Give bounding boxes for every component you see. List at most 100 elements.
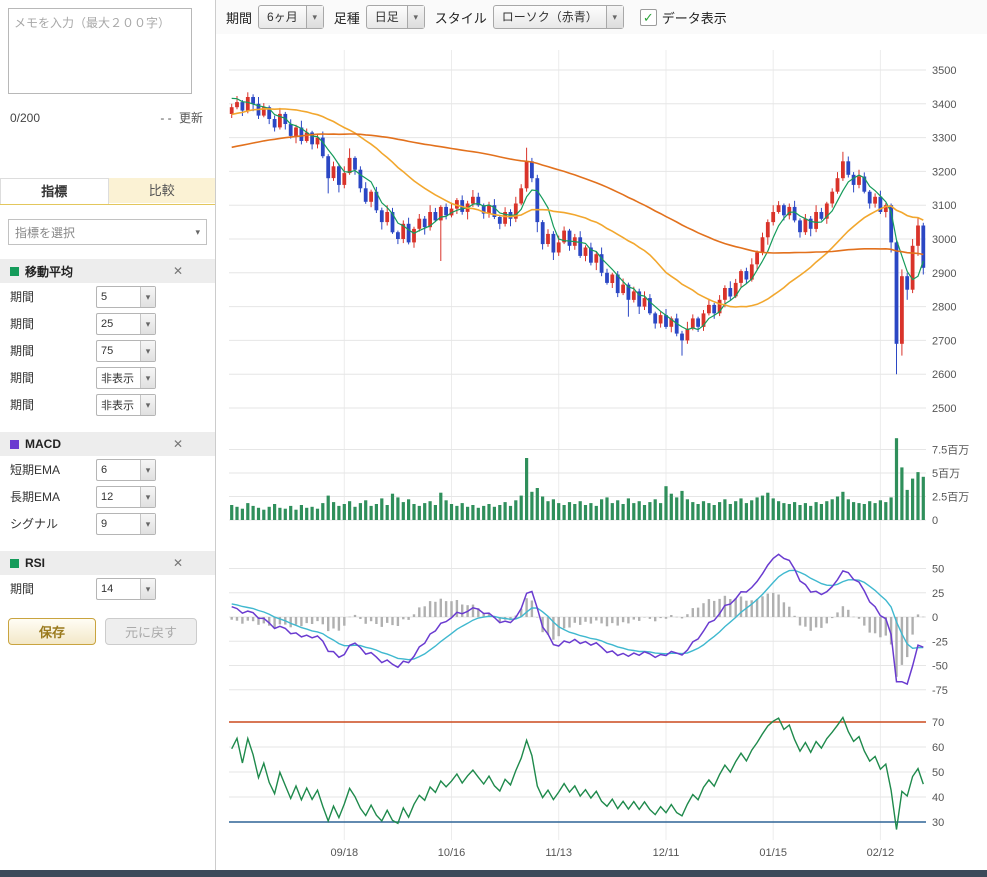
svg-text:2900: 2900: [932, 268, 956, 280]
period-label: 期間: [226, 8, 252, 27]
memo-input[interactable]: [8, 8, 192, 94]
memo-meta: 0/200 - - 更新: [0, 107, 215, 126]
ma-row-4: 期間 非表示 ▾: [0, 364, 215, 391]
ma-period-1-select[interactable]: 5 ▾: [96, 286, 156, 308]
chevron-down-icon: ▾: [140, 287, 155, 307]
svg-text:0: 0: [932, 612, 938, 624]
style-select[interactable]: ローソク（赤青） ▾: [493, 5, 624, 29]
chevron-down-icon: ▾: [195, 227, 206, 238]
svg-text:5百万: 5百万: [932, 468, 960, 480]
save-button[interactable]: 保存: [8, 618, 96, 645]
ma-period-5-select[interactable]: 非表示 ▾: [96, 394, 156, 416]
sidebar: 0/200 - - 更新 指標 比較 指標を選択 ▾ 移動平均 ✕ 期間 5 ▾…: [0, 0, 216, 870]
section-header-ma: 移動平均 ✕: [0, 259, 215, 283]
ma-row-1: 期間 5 ▾: [0, 283, 215, 310]
macd-row-3: シグナル 9 ▾: [0, 510, 215, 537]
svg-text:2500: 2500: [932, 403, 956, 415]
macd-color-chip: [10, 440, 19, 449]
chevron-down-icon: ▾: [140, 514, 155, 534]
rsi-row-1: 期間 14 ▾: [0, 575, 215, 602]
section-title: RSI: [25, 556, 173, 570]
volume-panel: [230, 438, 925, 520]
style-label: スタイル: [435, 8, 487, 27]
svg-text:70: 70: [932, 717, 944, 729]
macd-slow-select[interactable]: 12 ▾: [96, 486, 156, 508]
svg-text:10/16: 10/16: [438, 847, 466, 859]
svg-text:11/13: 11/13: [545, 847, 572, 859]
svg-text:50: 50: [932, 767, 944, 779]
svg-text:0: 0: [932, 515, 938, 527]
memo-updated: - - 更新: [160, 109, 203, 126]
chevron-down-icon: ▾: [140, 579, 155, 599]
close-icon[interactable]: ✕: [173, 264, 183, 278]
price-panel: [230, 92, 925, 374]
stock-chart-svg: 09/1810/1611/1312/1101/1502/122500260027…: [216, 34, 987, 877]
svg-text:-25: -25: [932, 636, 948, 648]
rsi-period-select[interactable]: 14 ▾: [96, 578, 156, 600]
footer-bar: [0, 870, 987, 877]
section-title: 移動平均: [25, 263, 173, 280]
close-icon[interactable]: ✕: [173, 437, 183, 451]
svg-text:3500: 3500: [932, 65, 956, 77]
interval-label: 足種: [334, 8, 360, 27]
svg-text:3000: 3000: [932, 234, 956, 246]
section-header-macd: MACD ✕: [0, 432, 215, 456]
ma-period-2-select[interactable]: 25 ▾: [96, 313, 156, 335]
data-display-checkbox[interactable]: ✓: [640, 9, 657, 26]
tab-indicators[interactable]: 指標: [0, 178, 109, 204]
svg-text:02/12: 02/12: [867, 847, 895, 859]
memo-updated-value: - -: [160, 111, 171, 125]
memo-counter: 0/200: [10, 111, 40, 125]
macd-fast-select[interactable]: 6 ▾: [96, 459, 156, 481]
reset-button[interactable]: 元に戻す: [105, 618, 197, 645]
chart-area[interactable]: 09/1810/1611/1312/1101/1502/122500260027…: [216, 34, 987, 877]
ma-row-3: 期間 75 ▾: [0, 337, 215, 364]
chevron-down-icon: ▾: [606, 6, 623, 28]
indicator-select[interactable]: 指標を選択 ▾: [8, 219, 207, 245]
sidebar-buttons: 保存 元に戻す: [0, 618, 215, 645]
chevron-down-icon: ▾: [140, 460, 155, 480]
macd-row-2: 長期EMA 12 ▾: [0, 483, 215, 510]
data-display-control: ✓ データ表示: [640, 8, 727, 27]
memo-update-button[interactable]: 更新: [179, 111, 203, 125]
chevron-down-icon: ▾: [140, 341, 155, 361]
svg-text:2700: 2700: [932, 335, 956, 347]
ma-color-chip: [10, 267, 19, 276]
macd-panel: [231, 554, 925, 684]
chevron-down-icon: ▾: [140, 487, 155, 507]
sidebar-tabs: 指標 比較: [0, 178, 215, 205]
period-select[interactable]: 6ヶ月 ▾: [258, 5, 324, 29]
svg-text:7.5百万: 7.5百万: [932, 445, 969, 457]
rsi-panel: [229, 718, 926, 830]
interval-select[interactable]: 日足 ▾: [366, 5, 425, 29]
rsi-color-chip: [10, 559, 19, 568]
ma-period-4-select[interactable]: 非表示 ▾: [96, 367, 156, 389]
svg-text:60: 60: [932, 742, 944, 754]
chevron-down-icon: ▾: [140, 395, 155, 415]
ma-row-2: 期間 25 ▾: [0, 310, 215, 337]
macd-signal-select[interactable]: 9 ▾: [96, 513, 156, 535]
chart-toolbar: 期間 6ヶ月 ▾ 足種 日足 ▾ スタイル ローソク（赤青） ▾ ✓ データ表示: [216, 0, 987, 35]
data-display-label: データ表示: [662, 8, 727, 27]
svg-text:01/15: 01/15: [759, 847, 787, 859]
chevron-down-icon: ▾: [140, 314, 155, 334]
svg-text:30: 30: [932, 817, 944, 829]
svg-text:50: 50: [932, 564, 944, 576]
svg-text:25: 25: [932, 588, 944, 600]
svg-text:12/11: 12/11: [653, 847, 680, 859]
section-title: MACD: [25, 437, 173, 451]
chevron-down-icon: ▾: [407, 6, 424, 28]
svg-text:40: 40: [932, 792, 944, 804]
ma-period-3-select[interactable]: 75 ▾: [96, 340, 156, 362]
svg-text:09/18: 09/18: [331, 847, 359, 859]
tab-compare[interactable]: 比較: [109, 178, 216, 203]
ma-row-5: 期間 非表示 ▾: [0, 391, 215, 418]
svg-text:-75: -75: [932, 685, 948, 697]
svg-text:3400: 3400: [932, 99, 956, 111]
svg-text:2600: 2600: [932, 369, 956, 381]
close-icon[interactable]: ✕: [173, 556, 183, 570]
svg-text:-50: -50: [932, 661, 948, 673]
svg-text:3200: 3200: [932, 166, 956, 178]
svg-text:2800: 2800: [932, 302, 956, 314]
axis-labels: 09/1810/1611/1312/1101/1502/122500260027…: [331, 65, 970, 859]
